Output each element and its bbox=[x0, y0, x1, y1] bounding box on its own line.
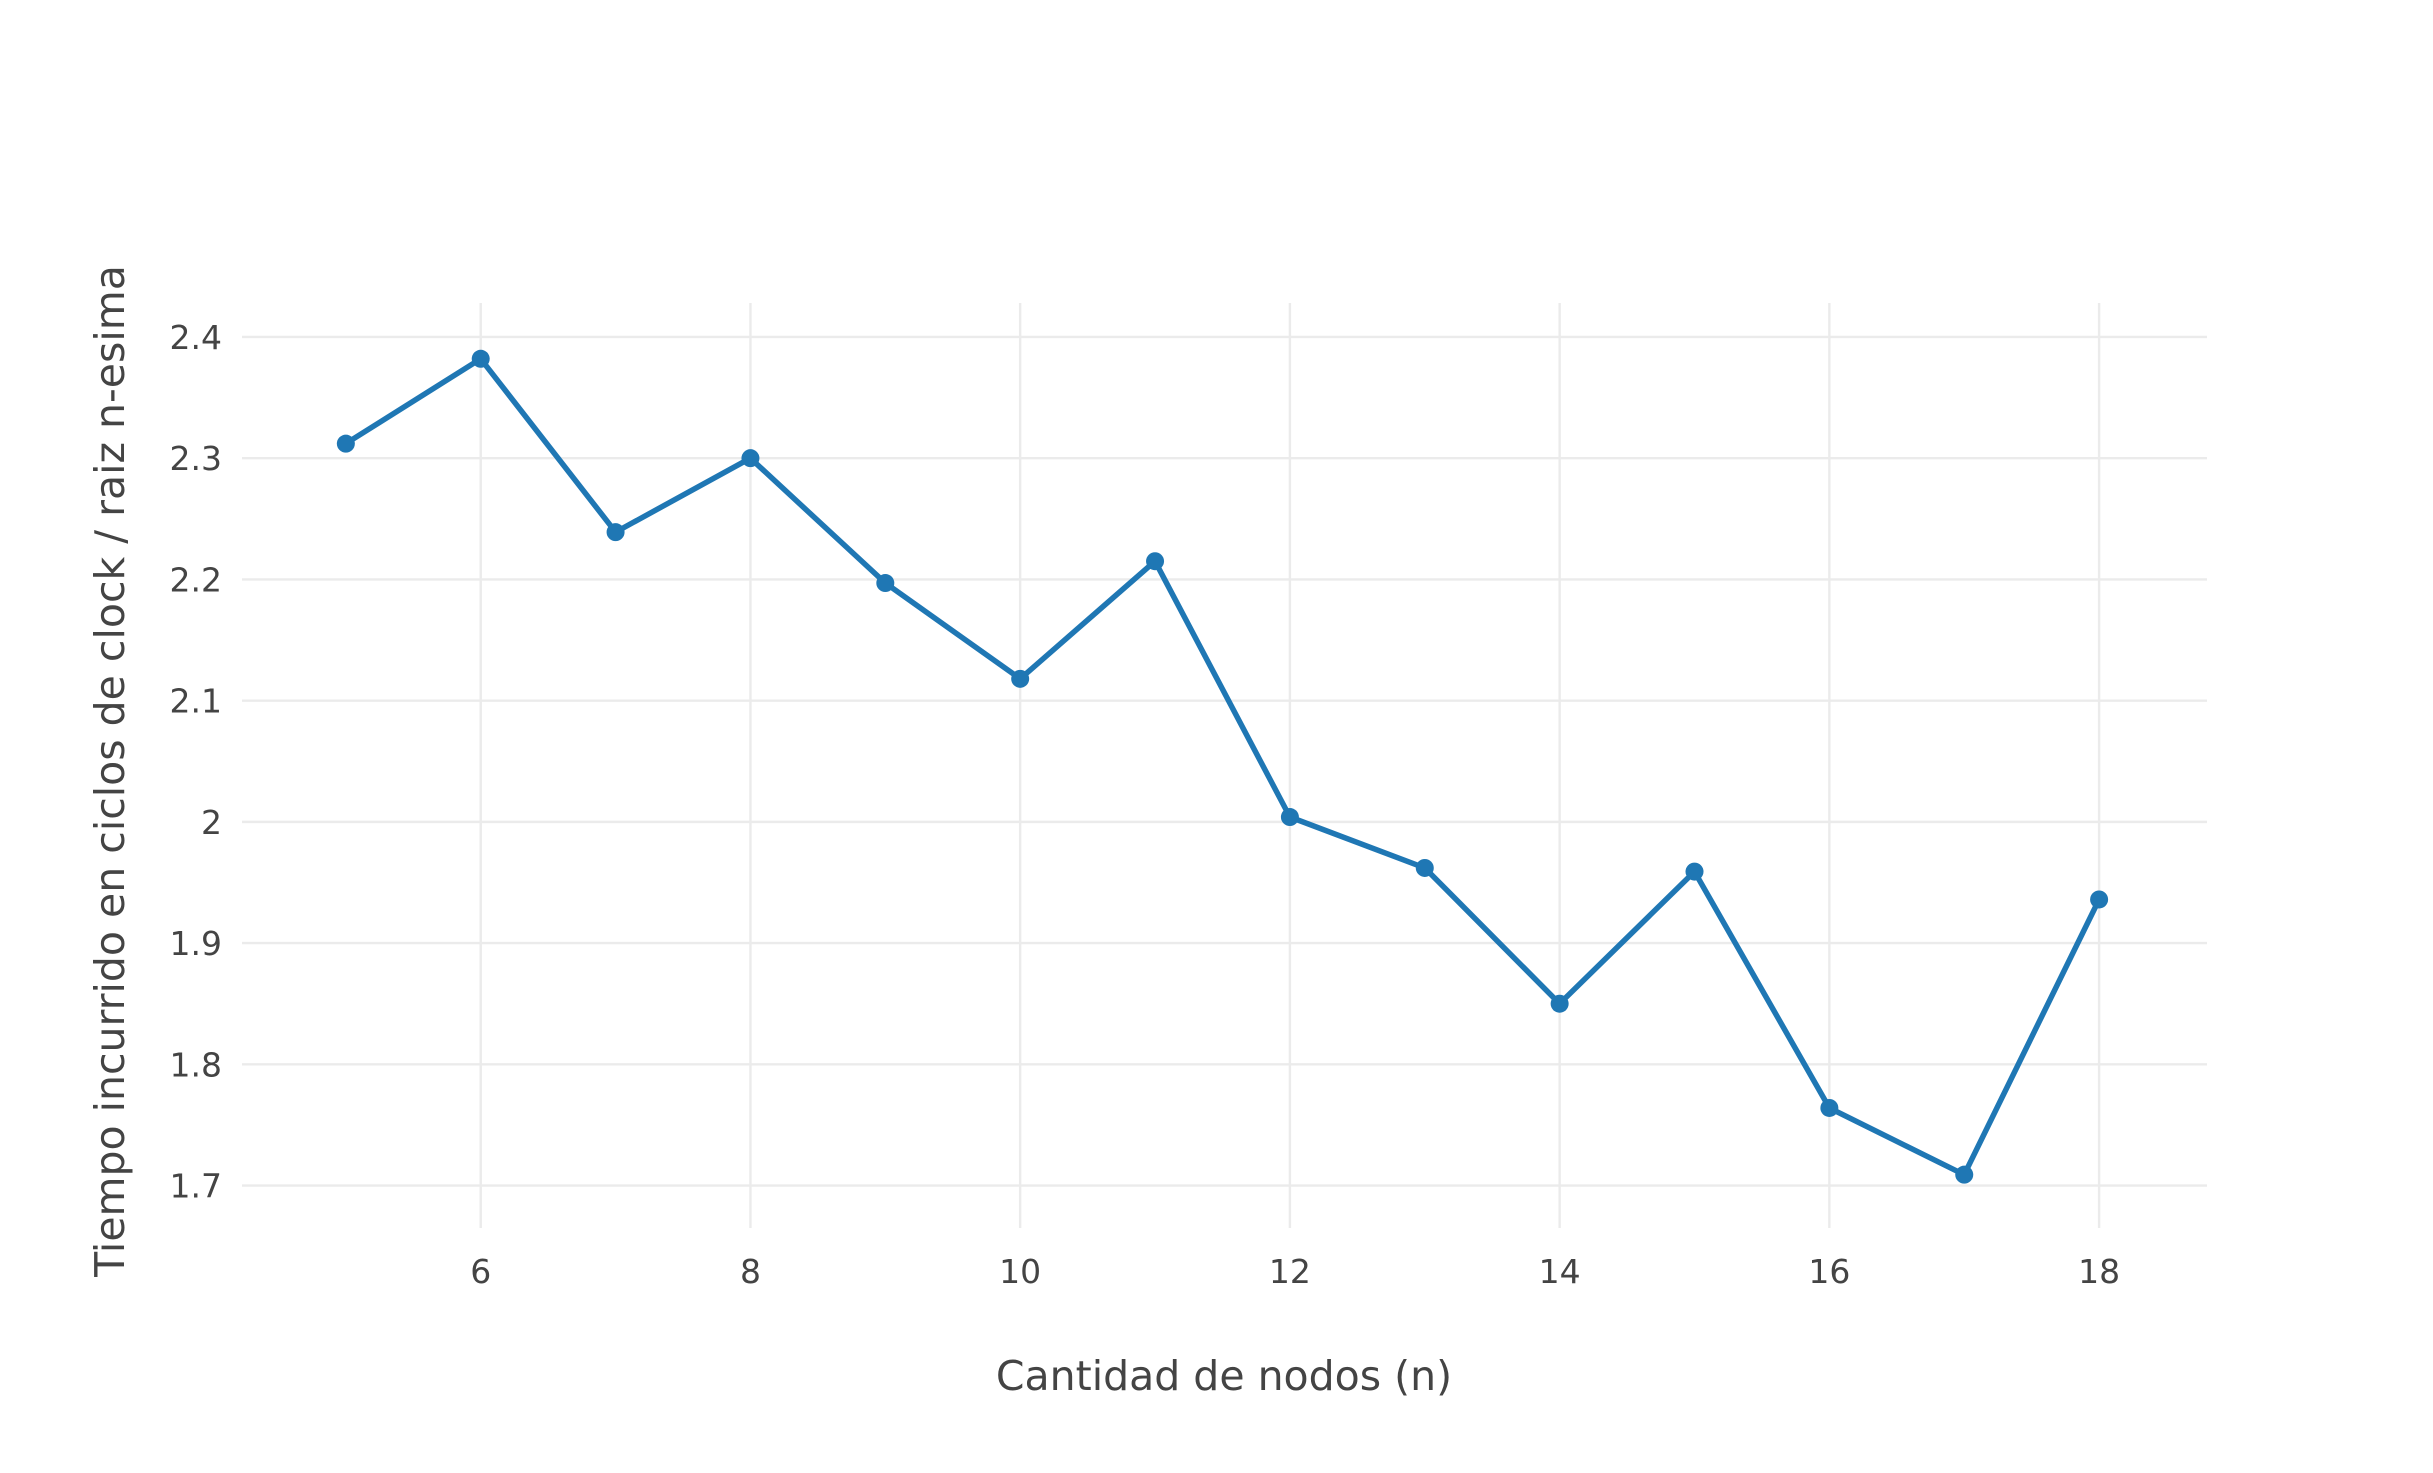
data-point bbox=[1011, 669, 1030, 688]
grid bbox=[242, 303, 2207, 1228]
series-line bbox=[343, 356, 2102, 1178]
x-axis-ticks: 6 8 10 12 14 16 18 bbox=[470, 1252, 2120, 1291]
x-tick-label: 8 bbox=[740, 1252, 761, 1291]
y-axis-title: Tiempo incurrido en ciclos de clock / ra… bbox=[86, 265, 134, 1278]
x-tick-label: 12 bbox=[1269, 1252, 1311, 1291]
data-point bbox=[1146, 552, 1165, 571]
x-tick-label: 14 bbox=[1539, 1252, 1581, 1291]
data-point bbox=[876, 574, 895, 593]
data-point bbox=[1685, 862, 1704, 881]
y-axis-ticks: 1.7 1.8 1.9 2 2.1 2.2 2.3 2.4 bbox=[170, 318, 222, 1206]
x-tick-label: 6 bbox=[470, 1252, 491, 1291]
y-tick-label: 2.4 bbox=[170, 318, 222, 357]
y-tick-label: 2.1 bbox=[170, 682, 222, 721]
data-point bbox=[336, 434, 355, 453]
plot-area bbox=[336, 349, 2109, 1184]
y-tick-label: 2 bbox=[201, 803, 222, 842]
x-tick-label: 18 bbox=[2078, 1252, 2120, 1291]
data-point bbox=[1415, 858, 1434, 877]
x-axis-title: Cantidad de nodos (n) bbox=[996, 1352, 1452, 1400]
data-point bbox=[1280, 808, 1299, 827]
x-tick-label: 10 bbox=[999, 1252, 1041, 1291]
data-point bbox=[606, 523, 625, 542]
y-tick-label: 2.2 bbox=[170, 560, 222, 599]
data-point bbox=[1550, 994, 1569, 1013]
y-tick-label: 1.9 bbox=[170, 924, 222, 963]
y-tick-label: 1.8 bbox=[170, 1045, 222, 1084]
data-point bbox=[471, 349, 490, 368]
data-point bbox=[741, 449, 760, 468]
data-point bbox=[1820, 1098, 1839, 1117]
x-tick-label: 16 bbox=[1808, 1252, 1850, 1291]
y-tick-label: 2.3 bbox=[170, 439, 222, 478]
data-point bbox=[2090, 890, 2109, 909]
data-point bbox=[1955, 1165, 1974, 1184]
y-tick-label: 1.7 bbox=[170, 1167, 222, 1206]
